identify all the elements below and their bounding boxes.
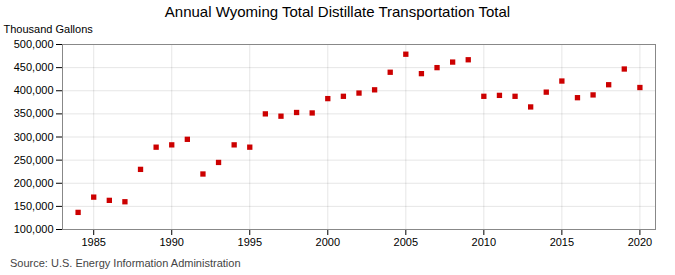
html-text:Annual Wyoming Total Distillat: Annual Wyoming Total Distillate Transpor… [164,3,511,20]
svg-text:450,000: 450,000 [14,61,54,73]
html-text:Source: U.S. Energy Informatio: Source: U.S. Energy Information Administ… [10,257,241,269]
svg-text:1995: 1995 [238,236,262,248]
svg-text:Thousand Gallons: Thousand Gallons [4,23,94,35]
svg-text:150,000: 150,000 [14,200,54,212]
svg-text:350,000: 350,000 [14,107,54,119]
svg-text:2005: 2005 [394,236,418,248]
svg-text:1990: 1990 [159,236,183,248]
svg-text:400,000: 400,000 [14,84,54,96]
svg-text:500,000: 500,000 [14,38,54,50]
svg-text:2020: 2020 [628,236,652,248]
svg-text:200,000: 200,000 [14,177,54,189]
svg-text:2010: 2010 [472,236,496,248]
svg-text:250,000: 250,000 [14,154,54,166]
svg-text:2000: 2000 [316,236,340,248]
svg-text:1985: 1985 [81,236,105,248]
svg-text:2015: 2015 [550,236,574,248]
svg-text:100,000: 100,000 [14,223,54,235]
svg-text:300,000: 300,000 [14,131,54,143]
